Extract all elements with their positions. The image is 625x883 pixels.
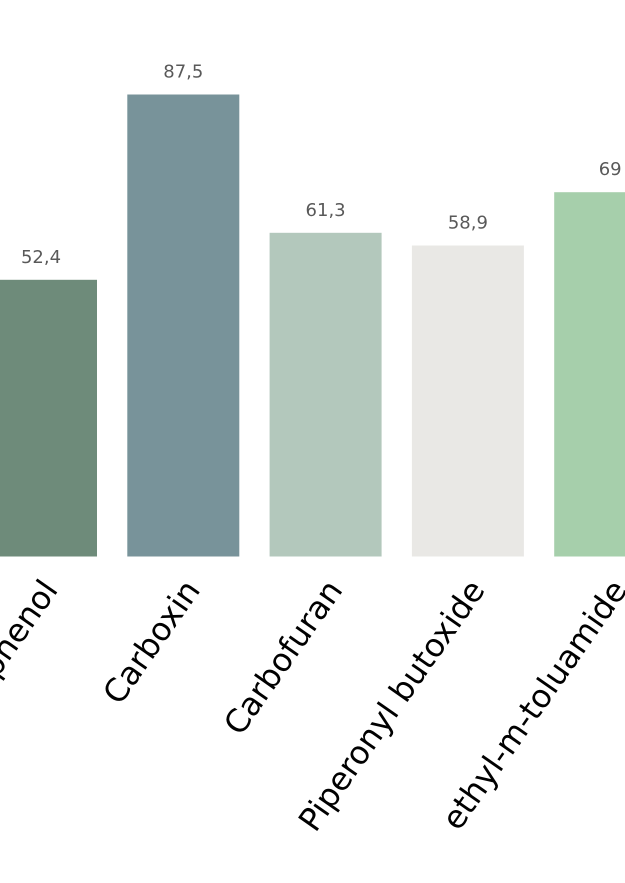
x-tick-label: Carboxin <box>95 573 208 711</box>
value-labels-layer: 52,4 87,5 61,3 58,9 69 <box>21 62 622 268</box>
data-label: 87,5 <box>163 62 203 83</box>
x-tick-label: Carbofuran <box>216 573 350 742</box>
x-tick-label: phenol <box>0 573 66 684</box>
bar-piperonyl-butoxide <box>411 245 524 557</box>
bar-phenol <box>0 279 97 557</box>
data-label: 52,4 <box>21 247 61 268</box>
data-label: 58,9 <box>448 213 488 234</box>
bar-carboxin <box>127 94 240 557</box>
data-label: 61,3 <box>306 200 346 221</box>
bar-carbofuran <box>269 232 382 557</box>
bar-ethyl-m-toluamide <box>554 192 625 557</box>
bars-layer <box>0 94 625 557</box>
data-label: 69 <box>599 159 622 180</box>
